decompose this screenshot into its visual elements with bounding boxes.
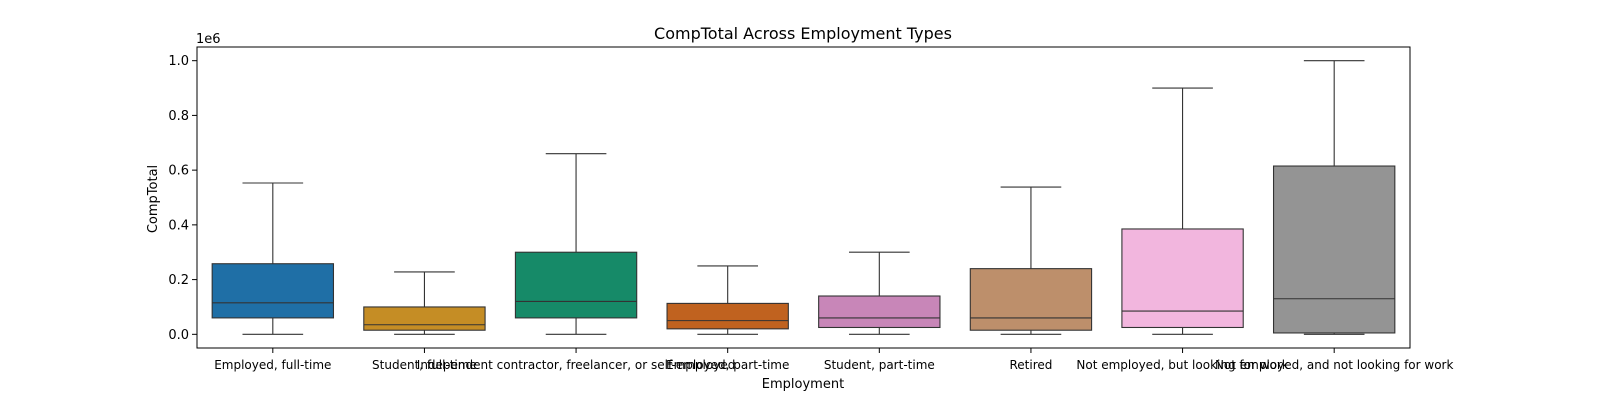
- y-tick-label: 0.4: [168, 218, 189, 233]
- box-2: [363, 271, 486, 335]
- x-tick-label: Employed, part-time: [666, 358, 789, 372]
- x-tick-label: Not employed, and not looking for work: [1215, 358, 1454, 372]
- x-tick-label: Student, full-time: [372, 358, 477, 372]
- y-tick-label: 0.0: [168, 328, 189, 343]
- x-tick-label: Student, part-time: [824, 358, 935, 372]
- x-axis-label: Employment: [762, 377, 844, 392]
- iqr-box: [1272, 165, 1396, 334]
- plot-frame: [196, 46, 1411, 349]
- box-7: [1121, 87, 1244, 335]
- iqr-box: [969, 268, 1093, 331]
- box-8: [1272, 60, 1396, 335]
- box-6: [969, 186, 1093, 335]
- x-axis: Employed, full-time Student, full-timeInd…: [214, 348, 1453, 372]
- iqr-box: [514, 251, 638, 319]
- boxes: [211, 60, 1396, 335]
- y-tick-label: 0.8: [168, 109, 189, 124]
- x-tick-label: Retired: [1009, 358, 1052, 372]
- x-tick-label: Not employed, but looking for work: [1076, 358, 1288, 372]
- box-3: [514, 153, 638, 335]
- chart-title: CompTotal Across Employment Types: [654, 24, 952, 43]
- iqr-box: [211, 263, 335, 319]
- iqr-box: [363, 306, 486, 331]
- x-tick-label: Independent contractor, freelancer, or s…: [417, 358, 736, 372]
- y-axis: 0.0 0.2 0.4 0.6 0.8 1.0: [168, 54, 197, 343]
- box-4: [666, 265, 789, 335]
- y-axis-exponent: 1e6: [196, 32, 221, 47]
- y-tick-label: 1.0: [168, 54, 189, 69]
- plot-area: [196, 46, 1411, 349]
- x-tick-label: Employed, full-time: [214, 358, 331, 372]
- y-tick-label: 0.2: [168, 273, 189, 288]
- box-1: [211, 182, 335, 335]
- iqr-box: [666, 302, 789, 330]
- y-tick-label: 0.6: [168, 164, 189, 179]
- iqr-box: [818, 295, 941, 329]
- y-axis-label: CompTotal: [146, 165, 161, 233]
- box-5: [818, 251, 941, 335]
- iqr-box: [1121, 228, 1244, 329]
